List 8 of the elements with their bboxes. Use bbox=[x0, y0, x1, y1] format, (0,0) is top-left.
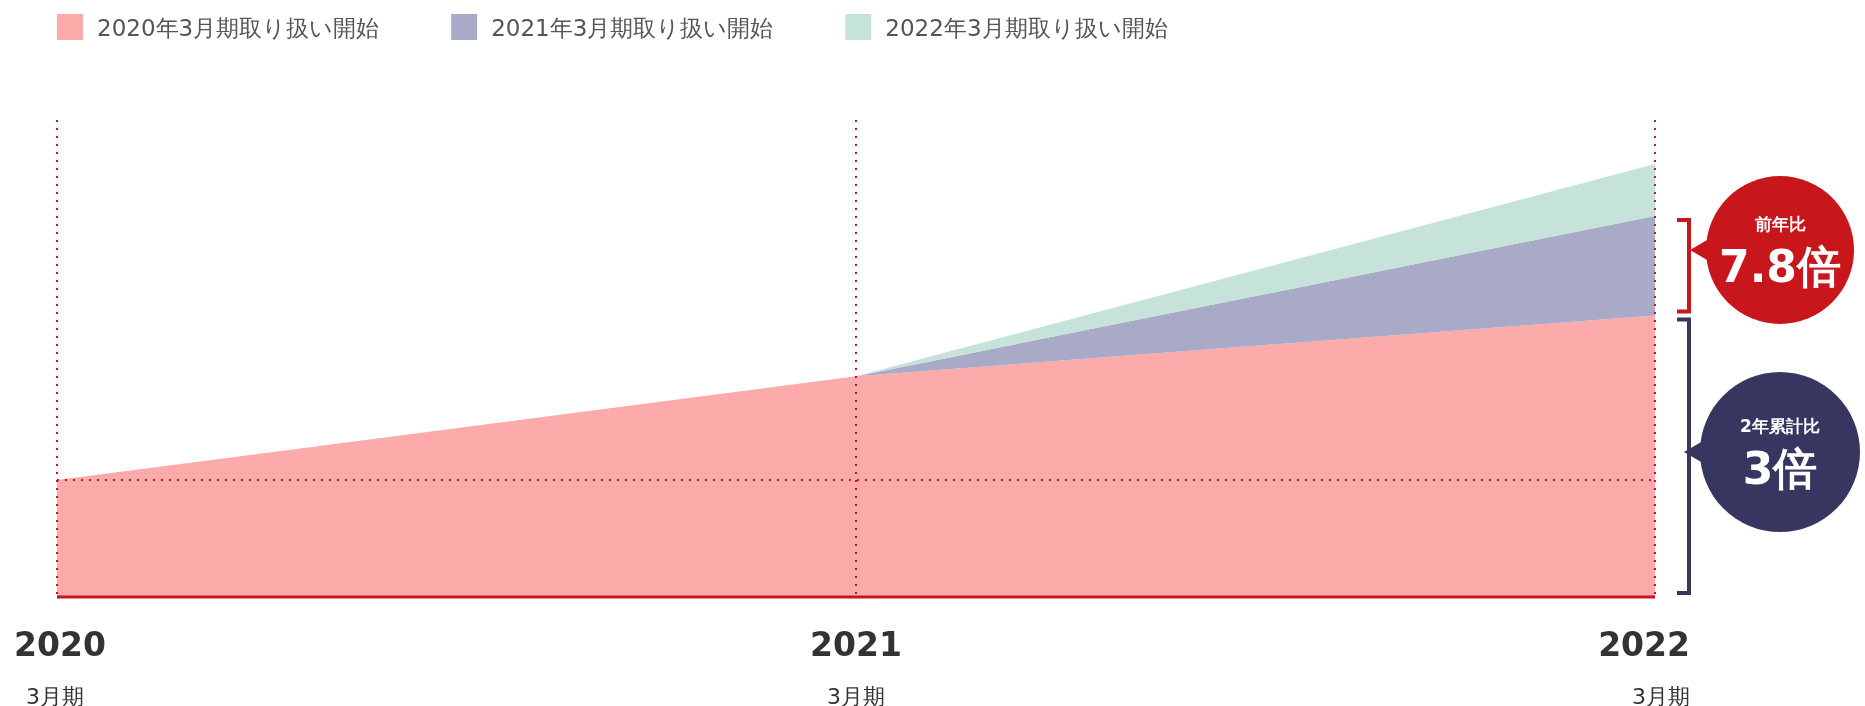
text: 2年累計比 3倍 bbox=[1740, 416, 1820, 494]
text: 前年比 7.8倍 bbox=[1719, 214, 1841, 292]
legend-label: 2020年3月期取り扱い開始 bbox=[97, 15, 380, 41]
legend-label: 2022年3月期取り扱い開始 bbox=[885, 15, 1168, 41]
x-tick-label: 2022 3月期 bbox=[1598, 625, 1690, 706]
legend-label: 2021年3月期取り扱い開始 bbox=[491, 15, 774, 41]
x-tick-label: 2021 3月期 bbox=[810, 625, 902, 706]
x-tick-label: 2020 3月期 bbox=[14, 625, 106, 706]
